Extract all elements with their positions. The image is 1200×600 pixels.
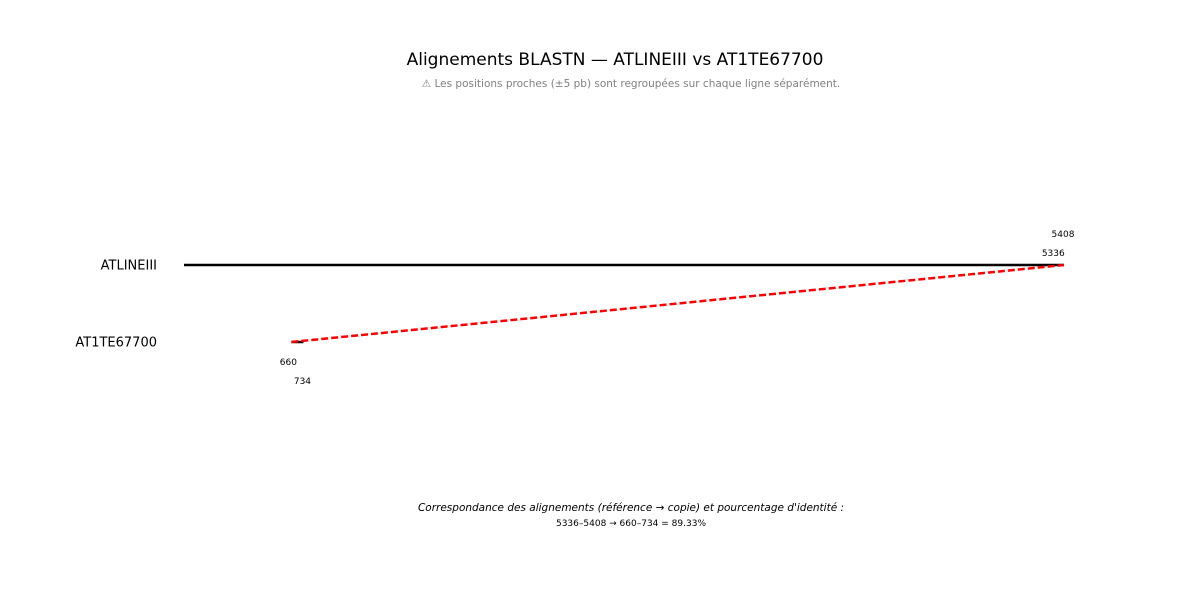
ref-end-position-label: 5408	[1052, 230, 1075, 240]
copy-start-position-label: 660	[280, 358, 297, 368]
chart-title: Alignements BLASTN — ATLINEIII vs AT1TE6…	[407, 50, 824, 70]
chart-subtitle: ⚠ Les positions proches (±5 pb) sont reg…	[422, 78, 841, 90]
alignment-connector	[291, 263, 1065, 344]
copy-end-position-label: 734	[294, 377, 311, 387]
caption-title: Correspondance des alignements (référenc…	[418, 502, 844, 514]
caption-line: 5336–5408 → 660–734 = 89.33%	[556, 519, 706, 529]
ref-start-position-label: 5336	[1042, 249, 1065, 259]
copy-sequence-label: AT1TE67700	[75, 336, 157, 351]
reference-sequence-label: ATLINEIII	[101, 259, 157, 274]
